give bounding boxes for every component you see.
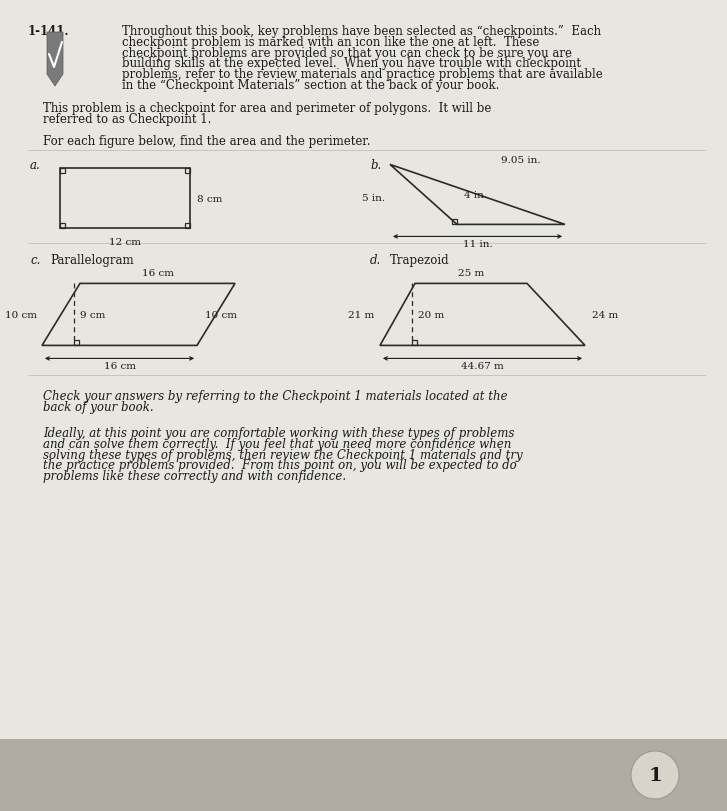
Text: 24 m: 24 m (592, 311, 618, 320)
Text: and can solve them correctly.  If you feel that you need more confidence when: and can solve them correctly. If you fee… (43, 437, 511, 450)
Text: Ideally, at this point you are comfortable working with these types of problems: Ideally, at this point you are comfortab… (43, 427, 515, 440)
Text: Check your answers by referring to the Checkpoint 1 materials located at the: Check your answers by referring to the C… (43, 390, 507, 403)
Text: 20 m: 20 m (418, 311, 444, 320)
Text: b.: b. (370, 159, 381, 172)
Text: 9.05 in.: 9.05 in. (501, 157, 541, 165)
Text: d.: d. (370, 254, 381, 267)
Text: This problem is a checkpoint for area and perimeter of polygons.  It will be: This problem is a checkpoint for area an… (43, 101, 491, 114)
Text: 5 in.: 5 in. (362, 194, 385, 203)
Text: 9 cm: 9 cm (80, 311, 105, 320)
Circle shape (631, 751, 679, 799)
Text: 12 cm: 12 cm (109, 238, 141, 247)
Text: in the “Checkpoint Materials” section at the back of your book.: in the “Checkpoint Materials” section at… (122, 79, 499, 92)
Text: back of your book.: back of your book. (43, 401, 153, 414)
Text: 10 cm: 10 cm (205, 311, 237, 320)
Text: 4 in.: 4 in. (464, 191, 487, 200)
Text: 21 m: 21 m (348, 311, 374, 320)
Text: 1: 1 (648, 766, 662, 784)
Text: a.: a. (30, 159, 41, 172)
Text: Parallelogram: Parallelogram (50, 254, 134, 267)
Text: 25 m: 25 m (458, 269, 484, 278)
Text: 11 in.: 11 in. (462, 240, 492, 249)
Text: c.: c. (30, 254, 41, 267)
Text: 16 cm: 16 cm (142, 269, 174, 278)
Text: 16 cm: 16 cm (103, 362, 135, 371)
Text: building skills at the expected level.  When you have trouble with checkpoint: building skills at the expected level. W… (122, 58, 581, 71)
Text: checkpoint problems are provided so that you can check to be sure you are: checkpoint problems are provided so that… (122, 46, 572, 59)
Text: problems like these correctly and with confidence.: problems like these correctly and with c… (43, 470, 346, 483)
Bar (0, 739, 727, 811)
Text: problems, refer to the review materials and practice problems that are available: problems, refer to the review materials … (122, 68, 603, 81)
Polygon shape (47, 33, 63, 87)
Text: Throughout this book, key problems have been selected as “checkpoints.”  Each: Throughout this book, key problems have … (122, 25, 601, 38)
Text: 8 cm: 8 cm (197, 195, 222, 204)
Text: solving these types of problems, then review the Checkpoint 1 materials and try: solving these types of problems, then re… (43, 448, 523, 461)
Text: Trapezoid: Trapezoid (390, 254, 449, 267)
Text: For each figure below, find the area and the perimeter.: For each figure below, find the area and… (43, 135, 371, 148)
Text: 1-141.: 1-141. (28, 25, 70, 38)
Text: checkpoint problem is marked with an icon like the one at left.  These: checkpoint problem is marked with an ico… (122, 36, 539, 49)
Text: the practice problems provided.  From this point on, you will be expected to do: the practice problems provided. From thi… (43, 459, 517, 472)
Text: referred to as Checkpoint 1.: referred to as Checkpoint 1. (43, 113, 212, 126)
Text: 10 cm: 10 cm (5, 311, 37, 320)
Text: 44.67 m: 44.67 m (461, 362, 504, 371)
